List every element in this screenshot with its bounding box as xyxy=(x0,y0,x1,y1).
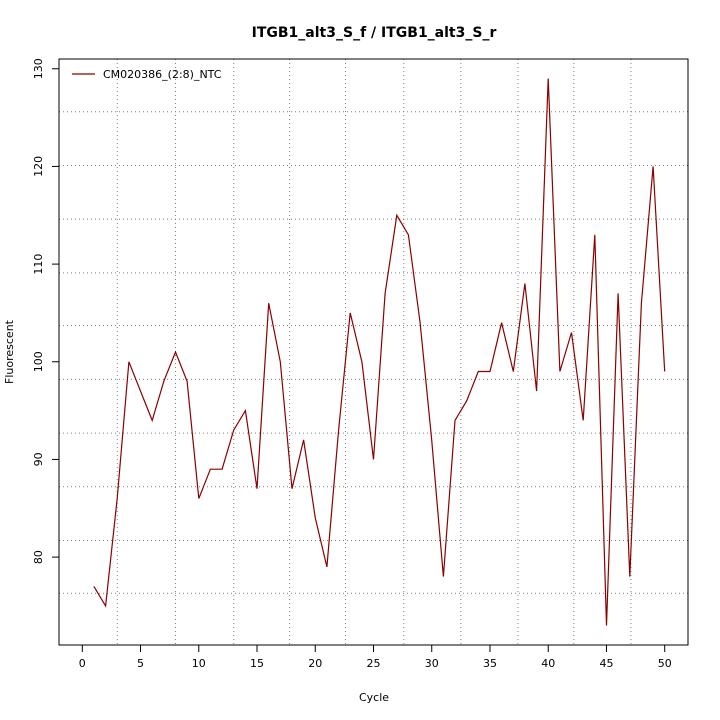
x-tick-label: 40 xyxy=(541,657,555,670)
x-tick-label: 35 xyxy=(483,657,497,670)
x-tick-label: 45 xyxy=(599,657,613,670)
y-tick-label: 110 xyxy=(32,254,45,275)
y-axis-label: Fluorescent xyxy=(3,319,16,384)
x-tick-label: 25 xyxy=(367,657,381,670)
series-line xyxy=(93,78,666,626)
x-tick-label: 30 xyxy=(425,657,439,670)
x-axis-label: Cycle xyxy=(359,691,389,704)
legend: CM020386_(2:8)_NTC xyxy=(72,68,222,81)
x-tick-label: 5 xyxy=(137,657,144,670)
legend-label: CM020386_(2:8)_NTC xyxy=(103,68,222,81)
plot-frame xyxy=(58,58,689,646)
x-tick-label: 20 xyxy=(308,657,322,670)
x-tick-label: 0 xyxy=(79,657,86,670)
x-tick-label: 10 xyxy=(192,657,206,670)
series-layer xyxy=(93,78,666,626)
y-tick-label: 90 xyxy=(32,452,45,466)
y-tick-label: 130 xyxy=(32,58,45,79)
x-axis: 0 5 10 15 20 25 30 35 40 45 50 xyxy=(79,644,672,670)
chart-title: ITGB1_alt3_S_f / ITGB1_alt3_S_r xyxy=(252,25,497,41)
y-axis: 80 90 100 110 120 130 xyxy=(32,58,60,564)
y-tick-label: 100 xyxy=(32,351,45,372)
y-tick-label: 120 xyxy=(32,156,45,177)
x-tick-label: 50 xyxy=(658,657,672,670)
x-tick-label: 15 xyxy=(250,657,264,670)
y-tick-label: 80 xyxy=(32,550,45,564)
grid xyxy=(59,59,688,645)
